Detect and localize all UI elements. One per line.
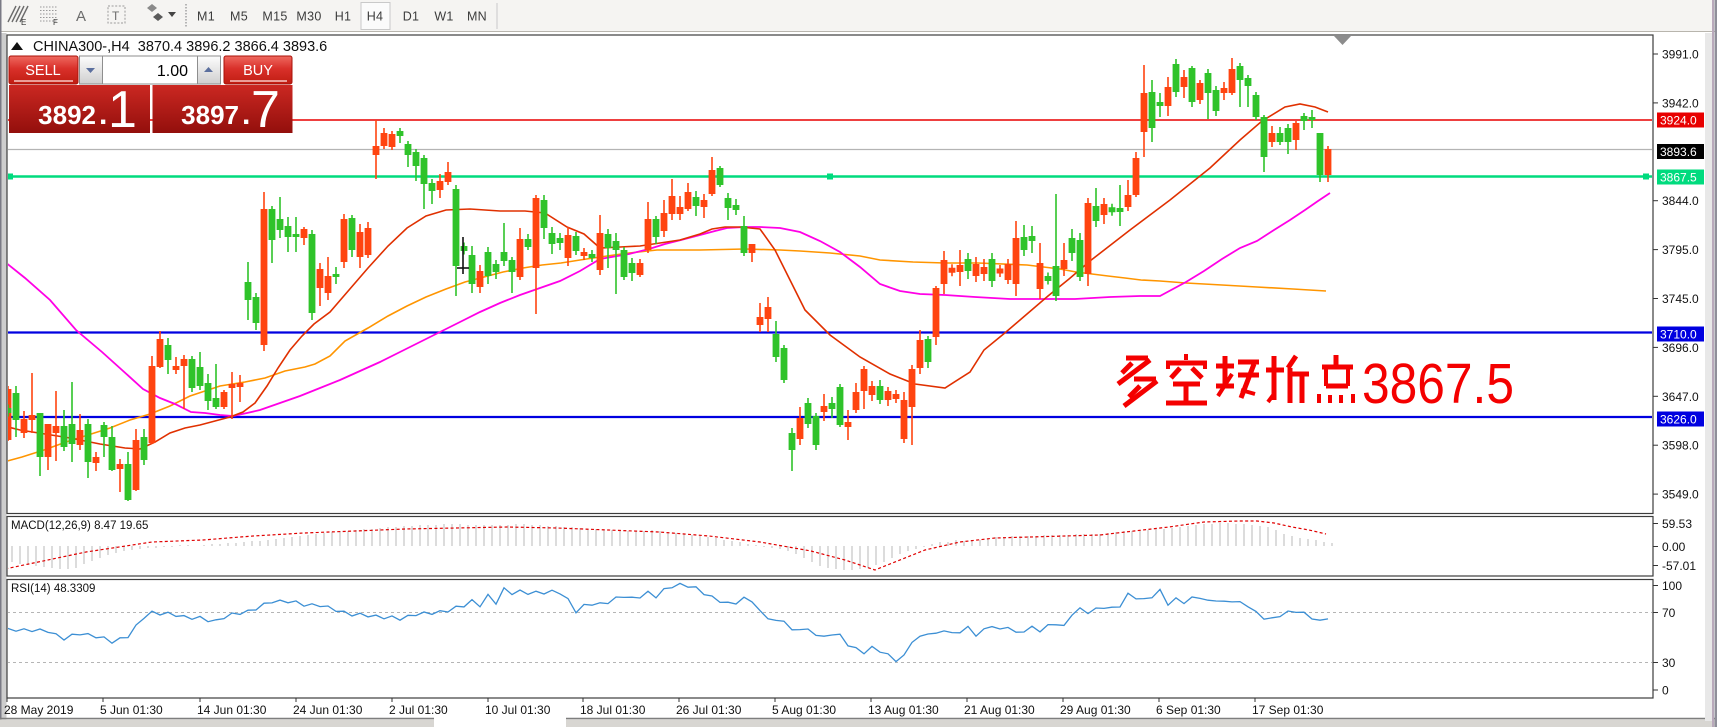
svg-text:0.00: 0.00 <box>1662 540 1686 554</box>
svg-text:1.00: 1.00 <box>157 63 188 80</box>
svg-text:59.53: 59.53 <box>1662 517 1692 531</box>
svg-text:-57.01: -57.01 <box>1662 559 1696 573</box>
svg-text:M15: M15 <box>262 10 287 24</box>
svg-text:1: 1 <box>108 81 137 139</box>
svg-text:24 Jun 01:30: 24 Jun 01:30 <box>293 703 363 717</box>
svg-text:2 Jul 01:30: 2 Jul 01:30 <box>389 703 448 717</box>
svg-text:H4: H4 <box>367 10 384 24</box>
svg-text:7: 7 <box>251 81 280 139</box>
svg-text:E: E <box>21 18 26 27</box>
svg-text:.: . <box>242 98 250 131</box>
svg-text:30: 30 <box>1662 656 1676 670</box>
svg-text:.: . <box>99 98 107 131</box>
svg-text:SELL: SELL <box>25 63 60 79</box>
svg-text:M5: M5 <box>230 10 248 24</box>
svg-text:A: A <box>76 8 86 25</box>
svg-text:13 Aug 01:30: 13 Aug 01:30 <box>868 703 939 717</box>
svg-text:MN: MN <box>467 10 487 24</box>
svg-text:6 Sep 01:30: 6 Sep 01:30 <box>1156 703 1221 717</box>
svg-text:29 Aug 01:30: 29 Aug 01:30 <box>1060 703 1131 717</box>
svg-text:17 Sep 01:30: 17 Sep 01:30 <box>1252 703 1324 717</box>
svg-text:BUY: BUY <box>243 63 273 79</box>
svg-text:MACD(12,26,9) 8.47 19.65: MACD(12,26,9) 8.47 19.65 <box>11 520 148 532</box>
svg-text:70: 70 <box>1662 606 1676 620</box>
svg-text:3867.5: 3867.5 <box>1660 171 1697 185</box>
svg-text:D1: D1 <box>403 10 420 24</box>
svg-text:3626.0: 3626.0 <box>1660 413 1697 427</box>
svg-text:3598.0: 3598.0 <box>1662 439 1699 453</box>
svg-text:26 Jul 01:30: 26 Jul 01:30 <box>676 703 742 717</box>
svg-text:M1: M1 <box>197 10 215 24</box>
svg-text:3892: 3892 <box>38 100 96 130</box>
svg-text:T: T <box>112 9 120 23</box>
svg-text:3924.0: 3924.0 <box>1660 114 1697 128</box>
svg-text:3942.0: 3942.0 <box>1662 96 1699 110</box>
svg-text:CHINA300-,H4 3870.4 3896.2 38: CHINA300-,H4 3870.4 3896.2 3866.4 3893.6 <box>33 39 327 55</box>
svg-text:100: 100 <box>1662 579 1682 593</box>
svg-text:3867.5: 3867.5 <box>1362 352 1514 416</box>
svg-text:RSI(14) 48.3309: RSI(14) 48.3309 <box>11 583 95 595</box>
svg-text:3795.0: 3795.0 <box>1662 243 1699 257</box>
svg-text:28 May 2019: 28 May 2019 <box>4 703 74 717</box>
svg-text:3710.0: 3710.0 <box>1660 328 1697 342</box>
svg-text:5 Jun 01:30: 5 Jun 01:30 <box>100 703 163 717</box>
svg-text:5 Aug 01:30: 5 Aug 01:30 <box>772 703 836 717</box>
svg-text:3897: 3897 <box>181 100 239 130</box>
svg-text:3844.0: 3844.0 <box>1662 194 1699 208</box>
svg-text:3991.0: 3991.0 <box>1662 48 1699 62</box>
svg-text:H1: H1 <box>335 10 352 24</box>
svg-text:0: 0 <box>1662 684 1669 698</box>
svg-text:M30: M30 <box>296 10 321 24</box>
svg-text:F: F <box>53 18 58 27</box>
svg-text:3696.0: 3696.0 <box>1662 341 1699 355</box>
svg-text:10 Jul 01:30: 10 Jul 01:30 <box>485 703 551 717</box>
svg-text:14 Jun 01:30: 14 Jun 01:30 <box>197 703 267 717</box>
svg-text:18 Jul 01:30: 18 Jul 01:30 <box>580 703 646 717</box>
svg-text:3549.0: 3549.0 <box>1662 488 1699 502</box>
svg-text:21 Aug 01:30: 21 Aug 01:30 <box>964 703 1035 717</box>
svg-text:3893.6: 3893.6 <box>1660 145 1697 159</box>
svg-text:3647.0: 3647.0 <box>1662 390 1699 404</box>
svg-text:W1: W1 <box>434 10 453 24</box>
svg-text:3745.0: 3745.0 <box>1662 292 1699 306</box>
